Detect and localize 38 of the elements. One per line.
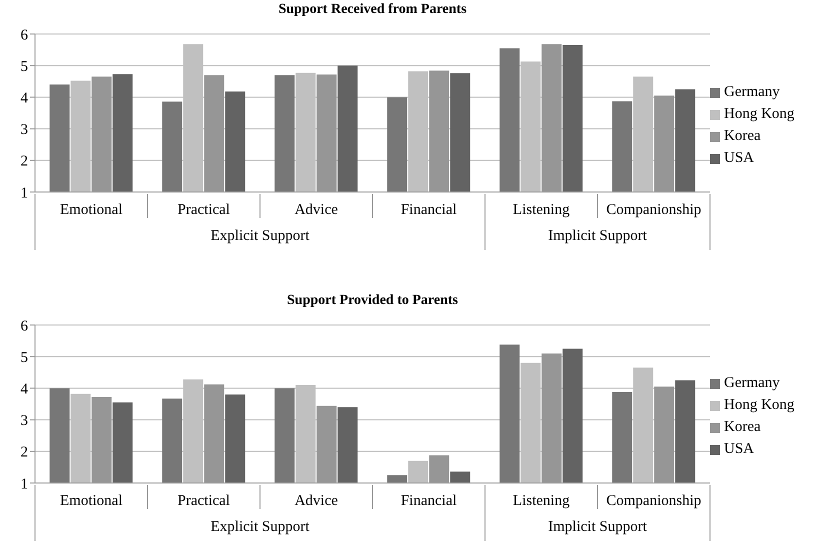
legend-label: USA: [724, 441, 754, 457]
x-tick-label: Listening: [512, 493, 570, 509]
y-tick-label: 4: [20, 90, 28, 107]
y-tick-label: 1: [20, 185, 28, 202]
y-tick-label: 6: [20, 27, 28, 44]
x-tick-label: Advice: [294, 202, 338, 218]
text: Explicit Support: [210, 519, 310, 535]
y-tick-label: 5: [20, 58, 28, 75]
y-tick-label: 2: [20, 444, 28, 461]
legend-label: Germany: [724, 84, 780, 100]
x-tick-label: Companionship: [606, 493, 702, 509]
x-tick-label: Listening: [512, 202, 570, 218]
y-tick-label: 3: [20, 413, 28, 430]
text: Implicit Support: [548, 519, 648, 535]
text: Implicit Support: [548, 228, 648, 244]
x-tick-label: Advice: [294, 493, 338, 509]
x-tick-label: Practical: [178, 202, 230, 218]
text: Explicit Support: [210, 228, 310, 244]
legend-label: USA: [724, 150, 754, 166]
legend-label: Korea: [724, 419, 761, 435]
y-tick-label: 5: [20, 350, 28, 366]
y-tick-label: 2: [20, 154, 28, 170]
x-tick-label: Practical: [178, 493, 230, 509]
x-tick-label: Financial: [400, 202, 457, 218]
chart-title: Support Provided to Parents: [286, 293, 459, 309]
x-tick-label: Financial: [400, 493, 457, 509]
legend-label: Hong Kong: [724, 106, 794, 122]
x-tick-label: Emotional: [60, 202, 122, 218]
y-tick-label: 4: [20, 382, 28, 398]
y-tick-label: 3: [20, 122, 28, 138]
x-tick-label: Companionship: [606, 202, 702, 218]
y-tick-label: 1: [20, 476, 28, 492]
x-tick-label: Emotional: [60, 493, 122, 509]
legend-label: Korea: [724, 128, 761, 144]
legend-label: Hong Kong: [724, 397, 794, 413]
chart-title: Support Received from Parents: [277, 2, 468, 18]
y-tick-label: 6: [20, 318, 28, 334]
legend-label: Germany: [724, 375, 780, 391]
